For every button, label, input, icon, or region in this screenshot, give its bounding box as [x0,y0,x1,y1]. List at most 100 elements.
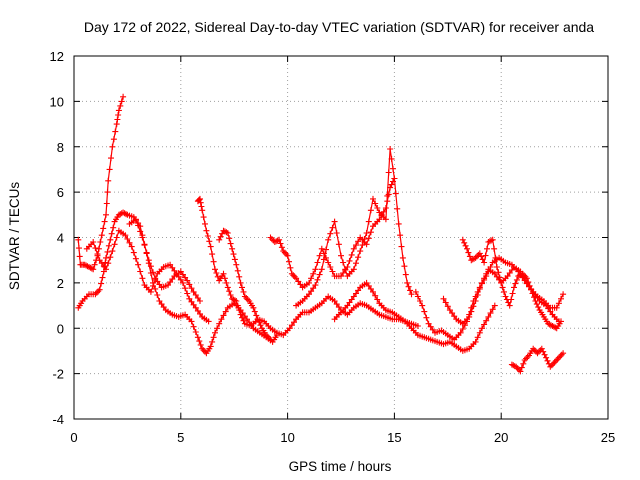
data-point [372,292,379,299]
data-point [405,283,412,290]
data-point [461,239,468,246]
data-point [196,196,203,203]
data-point [221,275,228,282]
data-point [376,216,383,223]
data-point [329,268,336,275]
data-point [331,298,338,304]
data-point [192,304,199,311]
data-point [135,261,142,268]
data-point [308,275,315,282]
data-point [560,350,567,357]
data-point [528,286,535,293]
data-point [353,290,359,297]
data-point [118,98,125,105]
data-point [110,224,117,231]
data-point [485,313,492,320]
data-point [342,266,349,273]
data-point [327,264,334,270]
data-point [388,155,395,162]
series-arc-12 [459,236,564,332]
data-point [117,102,124,109]
data-point [470,303,477,310]
data-point [107,254,114,261]
data-point [105,260,112,267]
y-tick-label: 0 [57,321,64,336]
data-point [156,298,163,304]
data-point [540,348,547,355]
data-point [512,280,519,287]
data-point [257,322,264,329]
data-point [553,304,560,311]
data-point [98,280,105,287]
data-point [462,242,469,249]
data-point [476,285,483,292]
data-point [287,264,294,271]
data-point [188,285,195,292]
data-point [108,155,114,162]
data-point [468,308,475,315]
data-point [240,317,247,324]
data-point [209,251,216,258]
data-point [481,321,488,328]
data-point [482,252,489,259]
y-tick-label: 8 [57,140,64,155]
data-point [250,304,257,311]
data-point [94,251,101,258]
data-point [113,234,120,241]
data-point [513,276,520,283]
data-point [357,248,364,255]
data-point [253,312,260,319]
data-point [499,284,506,291]
data-point [498,279,505,286]
series-trace [77,211,278,355]
data-point [390,165,396,172]
data-point [237,279,244,286]
data-point [465,249,472,256]
data-point [286,325,293,332]
data-point [197,298,203,304]
data-point [484,245,490,252]
data-point [398,243,405,250]
x-axis-label: GPS time / hours [289,459,392,474]
data-point [320,250,327,257]
data-point [97,239,104,245]
data-point [531,294,537,301]
data-point [132,216,139,223]
data-point [489,306,496,313]
data-point [511,284,517,291]
data-point [318,266,325,273]
y-tick-label: -2 [52,367,64,382]
data-point [508,296,515,303]
data-point [200,214,207,221]
data-point [401,263,408,270]
data-point [344,302,351,309]
data-point [538,345,545,352]
data-point [256,319,263,326]
data-point [479,325,485,332]
data-point [479,279,485,286]
data-point [320,256,327,263]
data-point [226,235,233,242]
data-point [367,207,374,214]
data-point [442,299,449,306]
data-point [338,273,344,280]
data-point [115,107,122,114]
axes: 0 5 10 15 20 25 -4 -2 0 2 4 6 8 10 12 [50,49,616,445]
data-point [276,236,283,243]
data-point [355,254,362,261]
data-point [254,316,261,323]
data-point [340,259,347,266]
series-arc-2 [75,93,127,273]
data-point [139,234,146,241]
data-point [106,166,113,173]
data-point [92,245,99,252]
data-point [543,354,550,361]
data-point [331,218,338,225]
data-point [372,200,379,207]
data-point [128,243,135,250]
data-point [103,211,109,218]
series-arc-10 [412,254,567,343]
data-point [284,252,291,259]
data-point [199,207,206,214]
